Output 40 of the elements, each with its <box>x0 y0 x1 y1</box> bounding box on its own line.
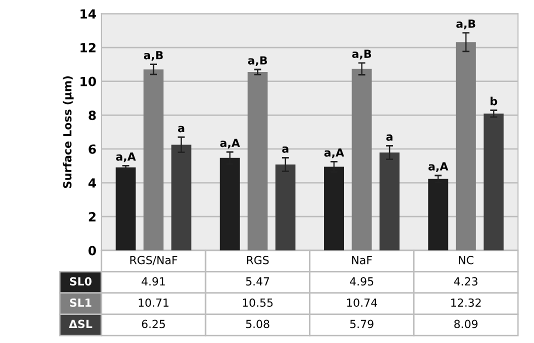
annotation: a <box>282 146 288 153</box>
x-tick-label: NC <box>458 256 474 264</box>
annotation: a,B <box>248 56 267 66</box>
text: SL0 <box>70 277 92 286</box>
annotation: a,A <box>220 138 240 148</box>
data-label: 5.79 <box>350 320 374 328</box>
y-tick-label: 6 <box>88 144 96 154</box>
data-label: 5.08 <box>246 320 270 328</box>
data-label: 8.09 <box>454 320 478 328</box>
text: ΔSL <box>68 320 92 328</box>
y-tick-label: 12 <box>80 43 96 52</box>
annotation: a,A <box>116 152 136 162</box>
data-label: 10.74 <box>347 298 378 307</box>
annotation: a,B <box>144 51 163 61</box>
data-label: 5.47 <box>246 277 270 286</box>
text: SL1 <box>70 298 92 307</box>
data-label: 4.95 <box>350 277 374 286</box>
y-axis-title: Surface Loss (μm) <box>62 76 74 188</box>
y-tick-label: 4 <box>88 178 96 188</box>
annotation: a,B <box>352 50 372 60</box>
data-label: 10.55 <box>242 298 273 307</box>
annotation: a,A <box>428 162 448 172</box>
annotation: b <box>490 96 498 106</box>
annotation: a <box>386 134 392 141</box>
y-tick-label: 2 <box>88 212 96 222</box>
data-label: 10.71 <box>138 298 168 307</box>
data-label: 4.23 <box>454 277 478 286</box>
x-tick-label: RGS/NaF <box>130 256 178 266</box>
annotation: a,A <box>324 148 344 158</box>
annotation: a <box>178 126 184 132</box>
y-tick-label: 0 <box>88 246 96 256</box>
data-label: 12.32 <box>451 298 481 307</box>
data-label: 4.91 <box>142 277 165 286</box>
y-tick-label: 8 <box>88 110 96 120</box>
annotation: a,B <box>456 20 476 30</box>
x-tick-label: RGS <box>247 256 269 264</box>
x-tick-label: NaF <box>352 256 372 264</box>
y-tick-label: 10 <box>80 76 96 86</box>
y-tick-label: 14 <box>80 9 96 18</box>
data-label: 6.25 <box>142 320 165 328</box>
